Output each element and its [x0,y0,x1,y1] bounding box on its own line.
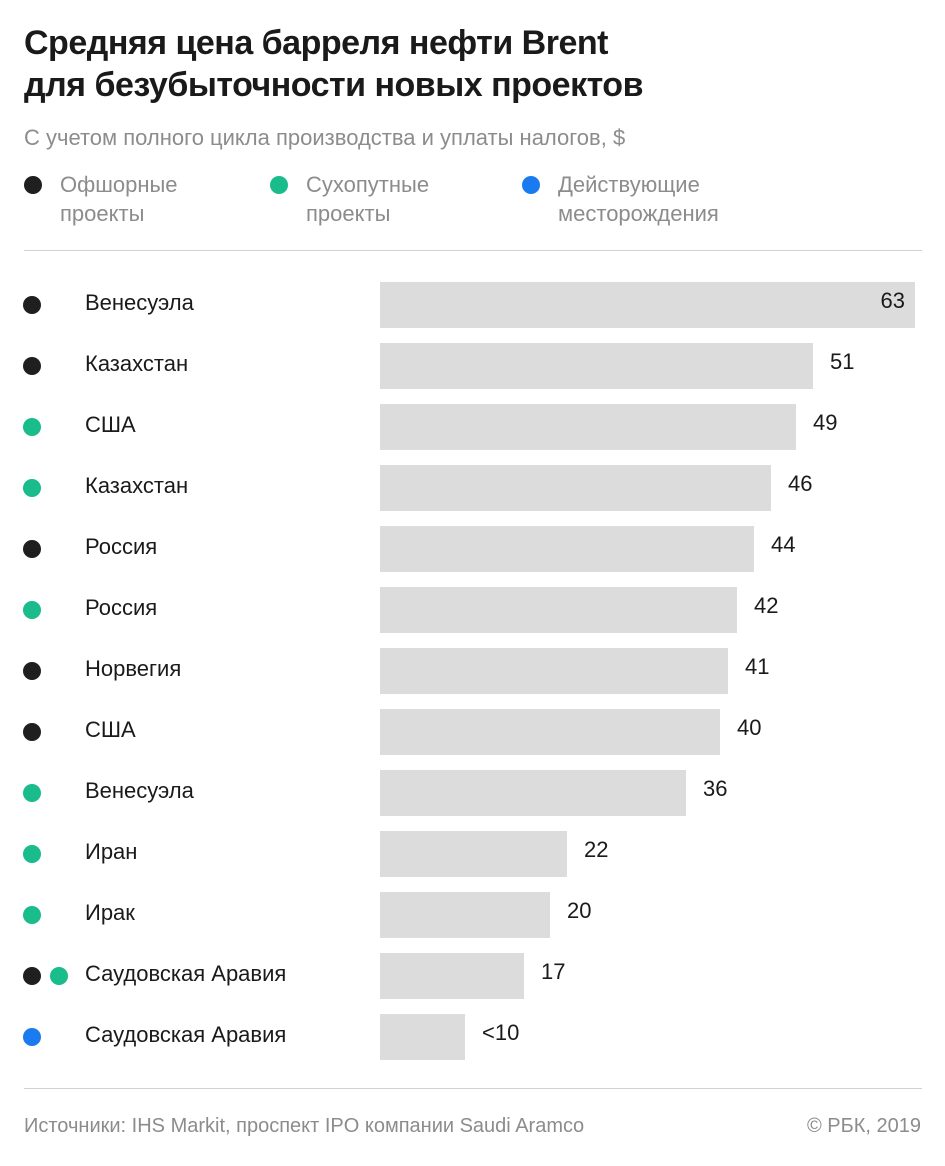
chart-subtitle: С учетом полного цикла производства и уп… [24,125,626,150]
category-label: Венесуэла [85,290,194,315]
category-label: Казахстан [85,473,189,498]
category-label: Казахстан [85,351,189,376]
bar [380,282,915,328]
chart-title: Средняя цена барреля нефти Brent для без… [24,22,924,106]
category-dot-offshore-icon [23,296,41,314]
category-label: Саудовская Аравия [85,961,287,986]
category-label: Иран [85,839,138,864]
bar [380,648,728,694]
bar [380,526,754,572]
bar-row: Саудовская Аравия <10 [0,1014,945,1060]
bar [380,465,771,511]
bar-value-label: 51 [830,349,855,374]
bar-value-label: 22 [584,837,609,862]
legend-dot-offshore-icon [24,176,42,194]
bar [380,343,813,389]
category-dot-offshore-icon [23,723,41,741]
top-divider [24,250,922,251]
bar-row: США 40 [0,709,945,755]
legend-label-existing: Действующие месторождения [558,172,719,226]
chart-title-line-2: для безубыточности новых проектов [24,66,643,104]
category-label: Россия [85,534,158,559]
bar-row: Казахстан 46 [0,465,945,511]
category-dot-onshore-icon [50,967,68,985]
category-dot-offshore-icon [23,967,41,985]
bar [380,770,686,816]
legend-label-onshore: Сухопутные проекты [306,172,430,226]
bar-value-label: 41 [745,654,770,679]
category-label: США [85,412,136,437]
bar-row: Россия 42 [0,587,945,633]
category-dot-onshore-icon [23,418,41,436]
bar [380,709,720,755]
category-label: Саудовская Аравия [85,1022,287,1047]
bar-value-label: 49 [813,410,838,435]
bar-row: США 49 [0,404,945,450]
category-dot-existing-icon [23,1028,41,1046]
category-dot-onshore-icon [23,601,41,619]
category-dot-onshore-icon [23,784,41,802]
category-label: Норвегия [85,656,182,681]
copyright: © РБК, 2019 [806,1115,921,1137]
category-dot-offshore-icon [23,662,41,680]
bar [380,587,737,633]
bottom-divider [24,1088,922,1089]
bar [380,953,524,999]
legend-dot-existing-icon [522,176,540,194]
category-dot-offshore-icon [23,540,41,558]
bar-value-label: 44 [771,532,796,557]
bar-row: Венесуэла 36 [0,770,945,816]
bar-value-label: 63 [880,288,905,313]
legend-label-offshore: Офшорные проекты [60,172,178,226]
bar-value-label: 20 [567,898,592,923]
bar-row: Саудовская Аравия 17 [0,953,945,999]
chart-title-line-1: Средняя цена барреля нефти Brent [24,24,608,62]
sources-note: Источники: IHS Markit, проспект IPO комп… [24,1115,585,1137]
legend-dot-onshore-icon [270,176,288,194]
bar-value-label: 36 [703,776,728,801]
category-label: США [85,717,136,742]
bar-row: Норвегия 41 [0,648,945,694]
category-dot-onshore-icon [23,479,41,497]
bar-value-label: <10 [482,1020,520,1045]
category-dot-onshore-icon [23,906,41,924]
category-dot-offshore-icon [23,357,41,375]
bar [380,404,796,450]
bar-row: Ирак 20 [0,892,945,938]
legend: Офшорные проекты Сухопутные проекты Дейс… [24,170,924,230]
bar [380,831,567,877]
bar-row: Казахстан 51 [0,343,945,389]
bar-value-label: 46 [788,471,813,496]
category-label: Ирак [85,900,135,925]
bar-row: Иран 22 [0,831,945,877]
bar-row: Венесуэла 63 [0,282,945,328]
bar-value-label: 17 [541,959,566,984]
bar [380,1014,465,1060]
bar-value-label: 42 [754,593,779,618]
category-label: Россия [85,595,158,620]
bar [380,892,550,938]
bar-row: Россия 44 [0,526,945,572]
category-label: Венесуэла [85,778,194,803]
bar-value-label: 40 [737,715,762,740]
category-dot-onshore-icon [23,845,41,863]
